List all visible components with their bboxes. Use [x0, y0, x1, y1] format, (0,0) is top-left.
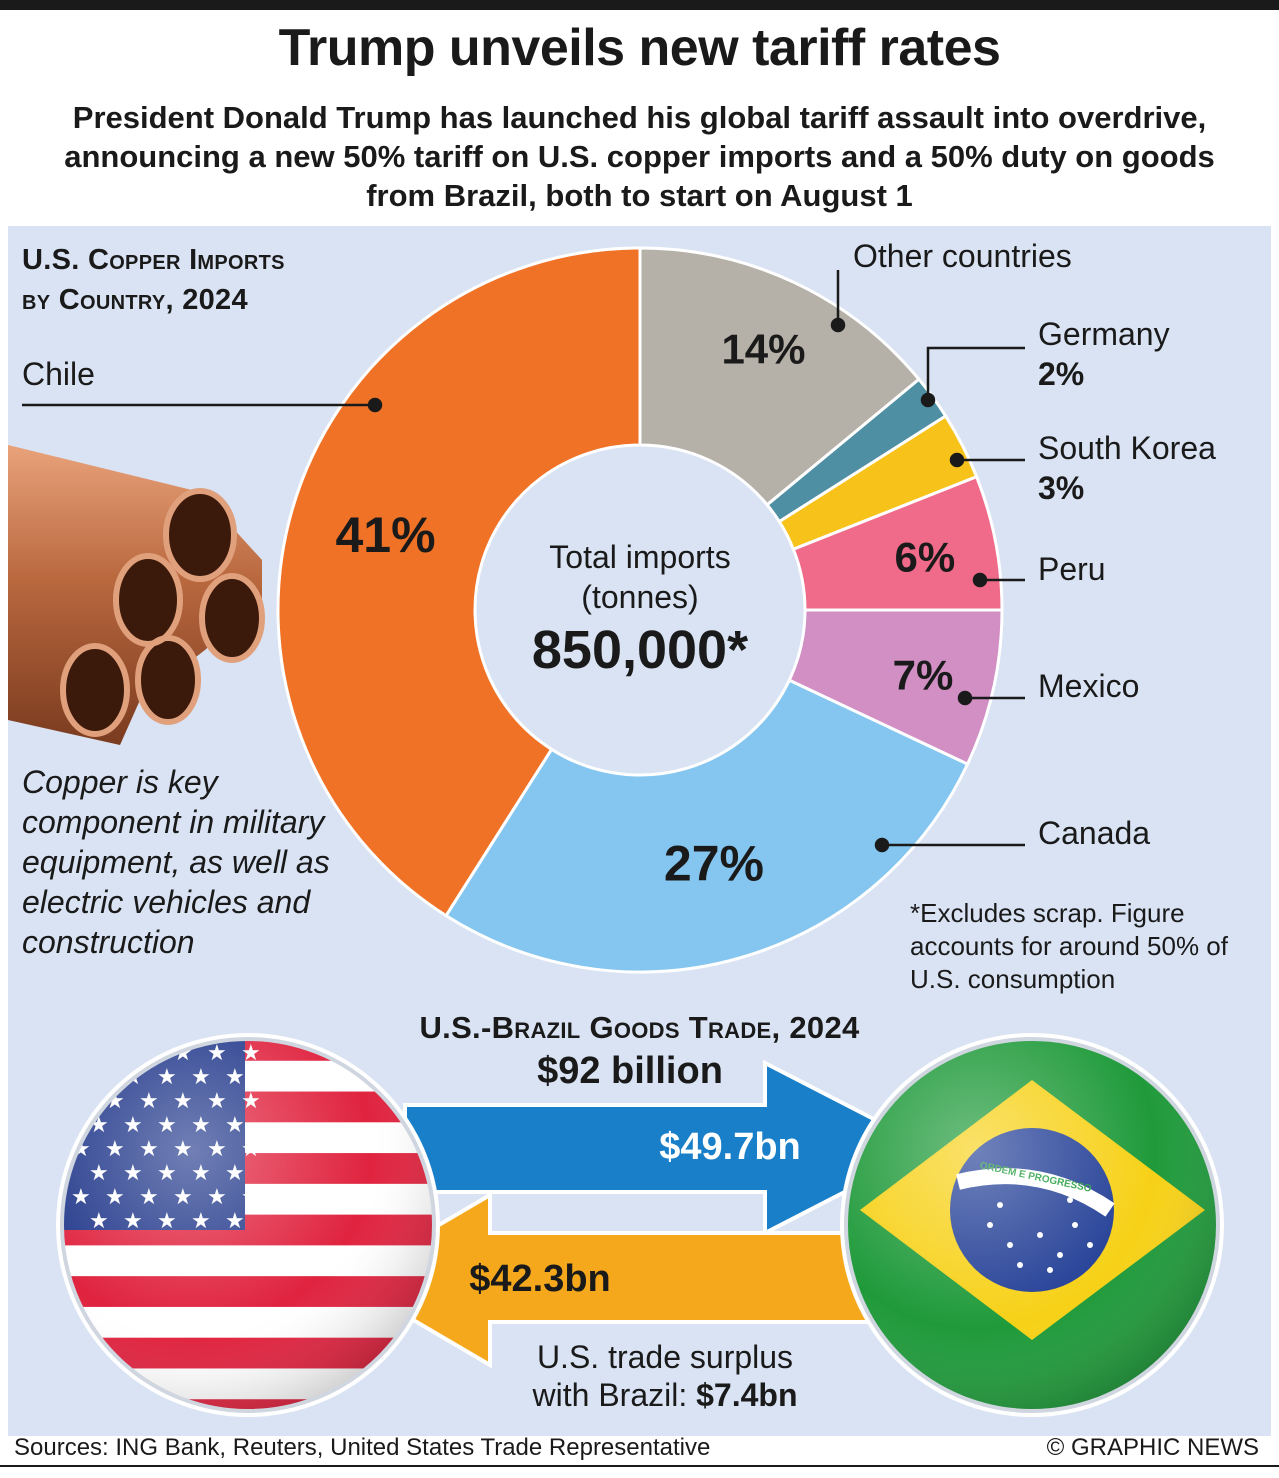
trade-section-title: U.S.-Brazil Goods Trade, 2024	[419, 1010, 860, 1045]
donut-chart: 14% 6% 7% 27% 41% Total imports (tonnes) 850,00…	[276, 246, 1004, 974]
slice-value-peru: 6%	[895, 534, 956, 581]
copper-title-line1: U.S. Copper Imports	[22, 244, 285, 276]
copper-pipes-illustration	[8, 445, 265, 745]
leader-lines	[22, 270, 1025, 853]
slice-canada	[443, 678, 970, 974]
export-value-label: $49.7bn	[659, 1126, 801, 1168]
label-peru: Peru	[1038, 551, 1106, 587]
copper-note: Copper is key component in military equi…	[22, 764, 330, 960]
slice-value-mexico: 7%	[893, 651, 954, 698]
label-other-countries: Other countries	[853, 238, 1072, 274]
slice-value-other-countries: 14%	[721, 326, 805, 373]
total-trade-value: $92 billion	[537, 1050, 723, 1092]
label-germany: Germany 2%	[1038, 316, 1170, 392]
subhead: President Donald Trump has launched his …	[64, 100, 1215, 213]
label-south-korea: South Korea 3%	[1038, 430, 1216, 506]
label-chile: Chile	[22, 356, 95, 392]
slice-other-countries	[638, 246, 922, 507]
slice-value-canada: 27%	[664, 835, 764, 891]
slice-value-chile: 41%	[335, 507, 435, 563]
label-canada: Canada	[1038, 815, 1151, 851]
center-label-line2: (tonnes)	[581, 579, 698, 615]
donut-hole	[477, 447, 803, 773]
brazil-flag-icon: ORDEM E PROGRESSO	[840, 1033, 1224, 1417]
leader-germany	[926, 346, 1025, 400]
import-arrow	[341, 1191, 882, 1369]
credit: © GRAPHIC NEWS	[1046, 1434, 1259, 1461]
slice-chile	[276, 246, 642, 918]
sources: Sources: ING Bank, Reuters, United State…	[14, 1434, 711, 1461]
center-total-value: 850,000*	[532, 620, 748, 680]
surplus-line2: with Brazil: $7.4bn	[532, 1377, 798, 1413]
import-value-label: $42.3bn	[469, 1258, 611, 1300]
headline: Trump unveils new tariff rates	[278, 19, 1001, 77]
copper-title-line2: by Country, 2024	[22, 284, 248, 316]
footnote: *Excludes scrap. Figure accounts for aro…	[910, 898, 1228, 994]
label-mexico: Mexico	[1038, 668, 1140, 704]
top-rule	[0, 0, 1279, 10]
surplus-value: $7.4bn	[696, 1377, 798, 1413]
trade-surplus: U.S. trade surplus with Brazil: $7.4bn	[440, 1338, 890, 1414]
center-label-line1: Total imports	[549, 539, 730, 575]
trade-arrows	[341, 1059, 935, 1369]
copper-section-title: U.S. Copper Imports by Country, 2024	[22, 240, 285, 320]
surplus-line1: U.S. trade surplus	[536, 1339, 794, 1375]
